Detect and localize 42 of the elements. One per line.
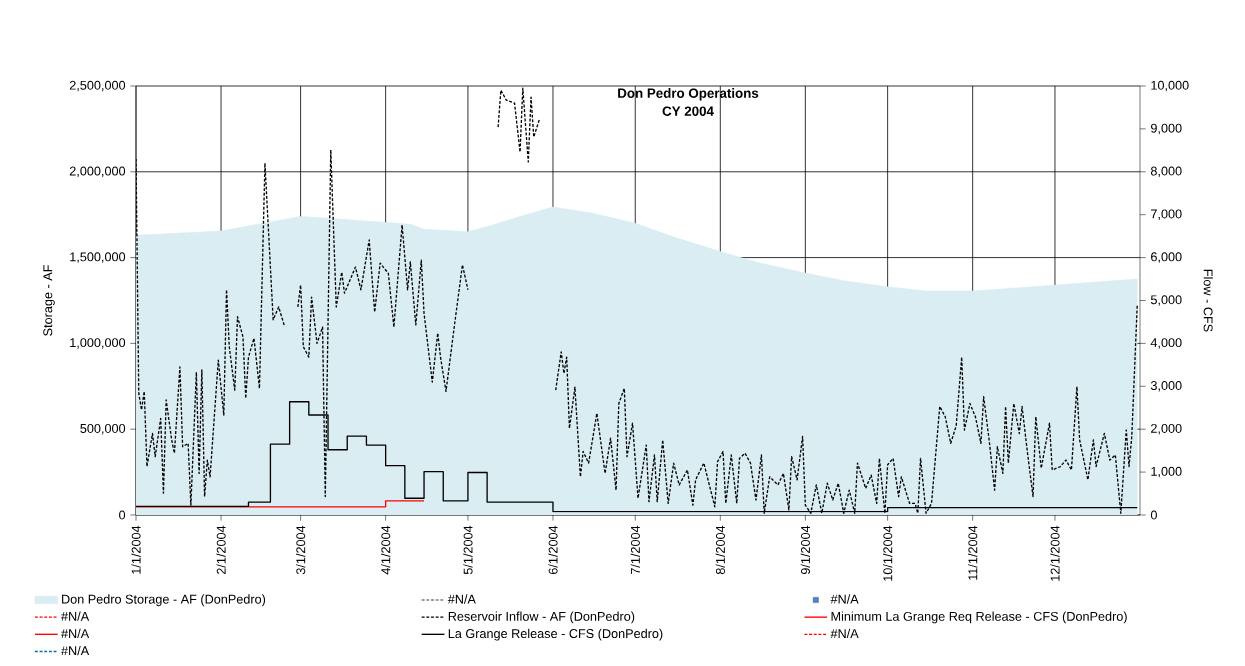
y2-tick-label: 4,000	[1150, 338, 1182, 349]
legend-label: #N/A	[447, 594, 476, 604]
x-tick-label: 6/1/2004	[548, 525, 558, 575]
x-tick-label: 4/1/2004	[380, 525, 391, 575]
y-tick-label: 1,500,000	[70, 252, 126, 263]
y2-tick-label: 7,000	[1151, 209, 1182, 220]
y2-tick-label: 10,000	[1151, 80, 1189, 92]
x-tick-label: 2/1/2004	[216, 525, 226, 575]
x-tick-label: 9/1/2004	[800, 525, 810, 575]
y-tick-label: 500,000	[80, 423, 126, 435]
y2-tick-label: 6,000	[1151, 252, 1182, 263]
y-tick-label: 2,000,000	[69, 166, 126, 178]
y2-tick-label: 3,000	[1150, 381, 1182, 392]
legend-label: #N/A	[61, 611, 90, 621]
x-tick-label: 1/1/2004	[131, 525, 141, 574]
legend-label: La Grange Release - CFS (DonPedro)	[448, 628, 663, 641]
y2-tick-label: 8,000	[1150, 166, 1182, 178]
legend-label: Reservoir Inflow - AF (DonPedro)	[448, 611, 635, 624]
y-tick-label: 2,500,000	[69, 80, 126, 92]
x-tick-label: 11/1/2004	[968, 525, 978, 580]
x-tick-label: 10/1/2004	[882, 525, 893, 581]
legend-label: Minimum La Grange Req Release - CFS (DonPedro)	[831, 611, 1127, 624]
x-tick-label: 8/1/2004	[715, 525, 725, 575]
legend-label: Don Pedro Storage - AF (DonPedro)	[62, 594, 266, 607]
x-tick-label: 7/1/2004	[630, 525, 640, 575]
y2-tick-label: 9,000	[1150, 123, 1182, 135]
y2-tick-label: 5,000	[1150, 295, 1182, 306]
x-tick-label: 3/1/2004	[295, 525, 306, 575]
y2-axis-title: Flow - CFS	[1203, 269, 1213, 332]
y2-tick-label: 0	[1150, 510, 1157, 520]
legend-label: #N/A	[61, 628, 90, 639]
y-axis-title: Storage - AF	[43, 265, 55, 336]
y-tick-label: 0	[119, 510, 126, 520]
y-tick-label: 1,000,000	[70, 338, 126, 349]
x-tick-label: 12/1/2004	[1050, 525, 1060, 581]
y2-tick-label: 2,000	[1151, 423, 1182, 435]
text: CY 2004	[662, 106, 714, 116]
legend-label: #N/A	[830, 594, 859, 604]
legend-label: #N/A	[830, 628, 859, 639]
legend-label: #N/A	[61, 645, 90, 656]
x-tick-label: 5/1/2004	[463, 525, 473, 575]
y2-tick-label: 1,000	[1151, 466, 1182, 478]
